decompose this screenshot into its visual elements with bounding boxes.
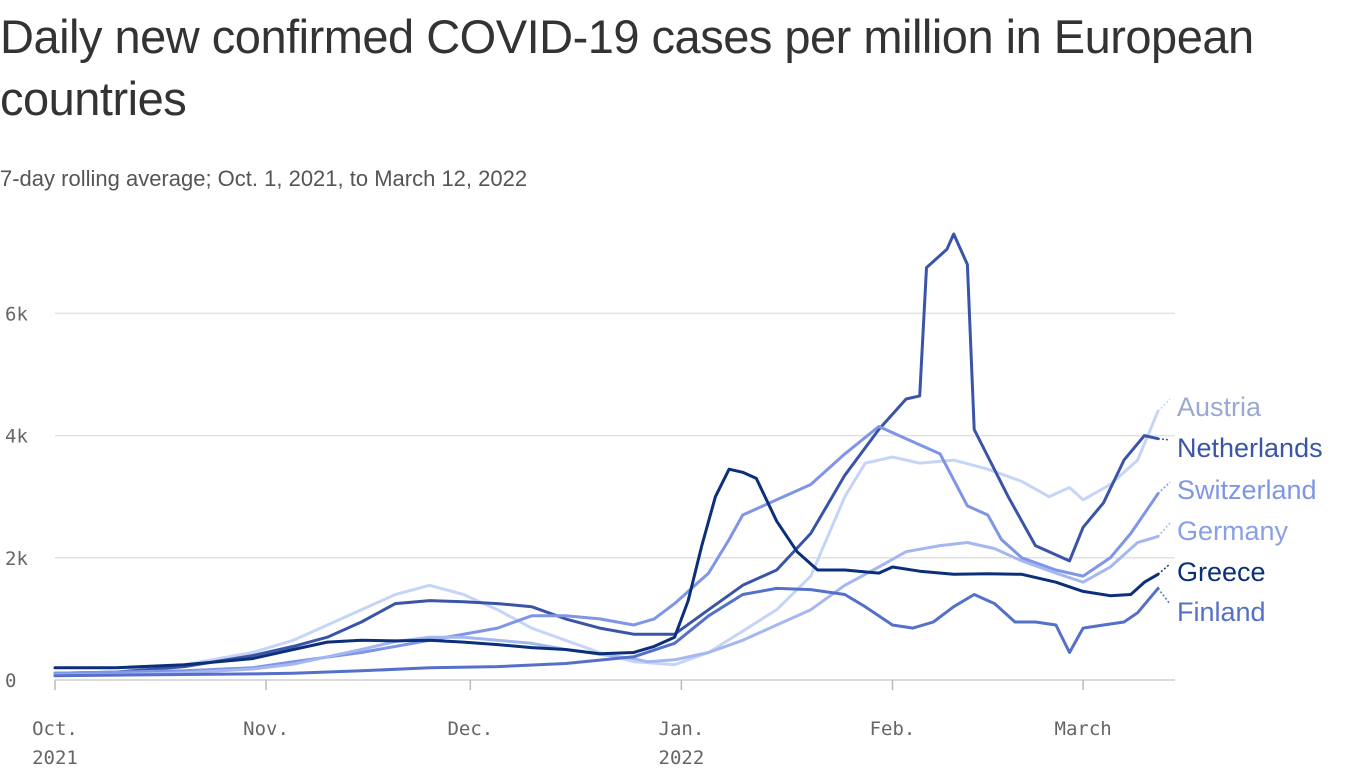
x-tick-label: Feb. [870,718,916,740]
series-label-germany: Germany [1177,516,1289,546]
series-line-netherlands [53,232,1160,675]
series-leader-line [1157,522,1171,537]
y-tick-label: 0 [5,670,16,692]
x-tick-label: Jan. [659,718,705,740]
series-label-netherlands: Netherlands [1177,433,1323,463]
series-label-austria: Austria [1177,392,1262,422]
x-tick-year-label: 2022 [659,747,705,768]
x-tick-label: Oct. [32,718,78,740]
series-line-austria [53,409,1160,675]
series-line-finland [53,586,1160,678]
x-tick-year-label: 2021 [32,747,78,768]
series-leader-line [1157,587,1171,605]
y-tick-label: 2k [5,548,28,570]
x-tick-label: March [1055,718,1112,740]
y-tick-label: 6k [5,303,28,325]
chart-subtitle: 7-day rolling average; Oct. 1, 2021, to … [0,166,528,191]
series-leader-line [1157,437,1171,441]
series-lines [53,232,1160,678]
y-tick-label: 4k [5,426,28,448]
series-line-greece [53,467,1160,670]
chart-title: Daily new confirmed COVID-19 cases per m… [0,10,1254,125]
series-label-finland: Finland [1177,597,1266,627]
series-label-switzerland: Switzerland [1177,475,1317,505]
x-tick-label: Nov. [243,718,289,740]
series-line-germany [53,534,1160,677]
series-leader-line [1157,398,1171,412]
series-leader-line [1157,481,1171,495]
x-tick-label: Dec. [447,718,493,740]
series-line-switzerland [53,425,1160,675]
series-label-greece: Greece [1177,557,1266,587]
series-leader-line [1157,563,1171,575]
